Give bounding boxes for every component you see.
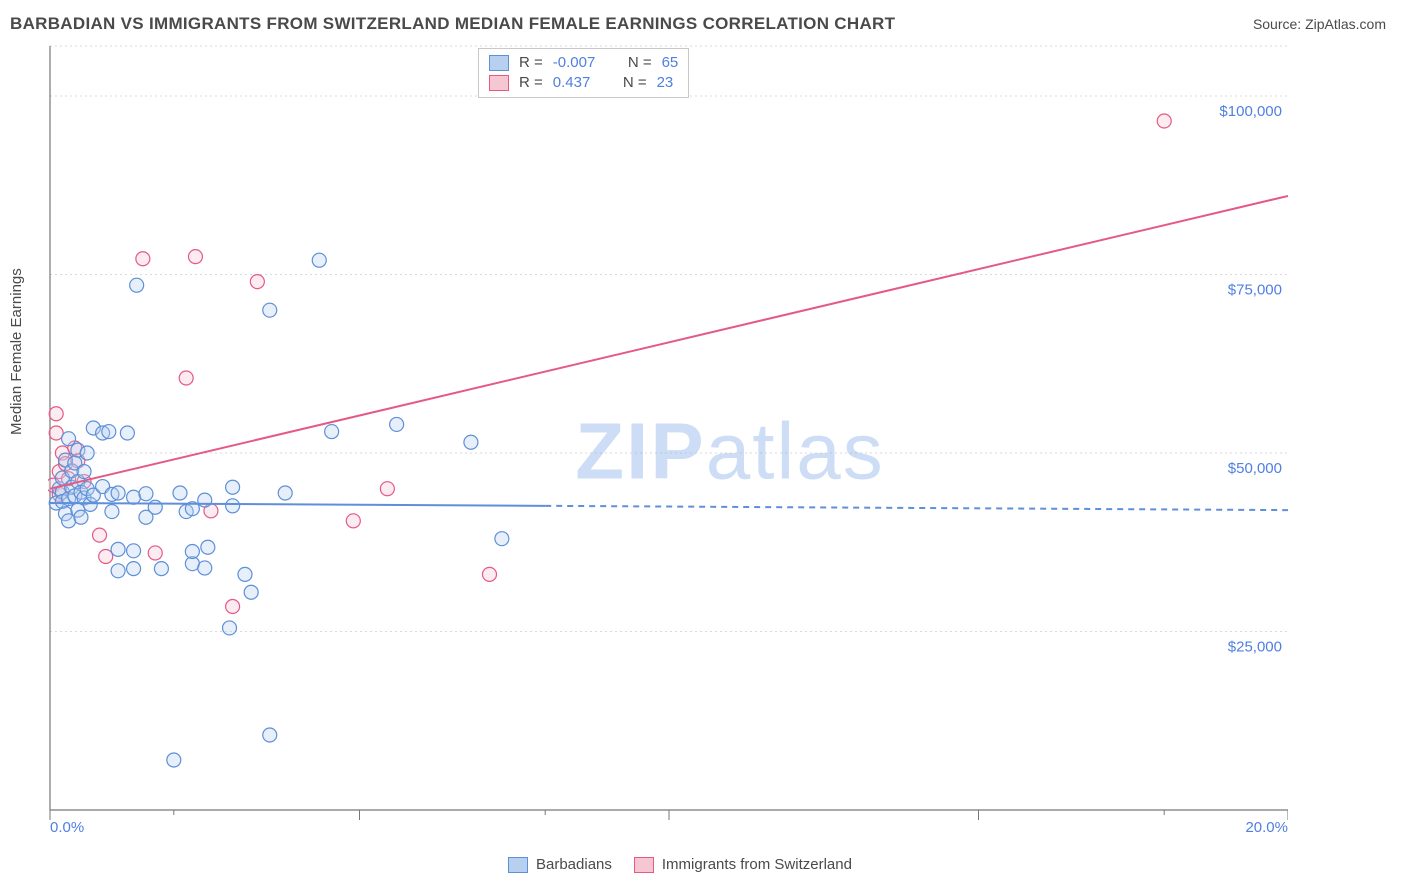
data-point [173,486,187,500]
data-point [226,480,240,494]
data-point [464,435,478,449]
series-legend-label: Immigrants from Switzerland [662,856,852,873]
data-point [226,499,240,513]
data-point [226,600,240,614]
y-tick-label: $100,000 [1219,103,1282,120]
data-point [154,562,168,576]
data-point [148,500,162,514]
data-point [278,486,292,500]
legend-n-value: 23 [657,73,674,93]
data-point [188,250,202,264]
data-point [380,482,394,496]
data-point [223,621,237,635]
trend-line-extrapolated [545,506,1288,510]
series-legend-label: Barbadians [536,856,612,873]
legend-r-label: R = [519,53,543,73]
legend-swatch [489,75,509,91]
legend-r-label: R = [519,73,543,93]
y-axis-label: Median Female Earnings [8,268,25,435]
data-point [102,425,116,439]
data-point [139,487,153,501]
watermark: ZIPatlas [575,407,884,496]
data-point [127,562,141,576]
data-point [111,542,125,556]
legend-n-value: 65 [662,53,679,73]
data-point [99,550,113,564]
data-point [495,532,509,546]
y-tick-label: $50,000 [1228,460,1282,477]
x-tick-label: 20.0% [1245,819,1288,834]
data-point [127,544,141,558]
data-point [244,585,258,599]
data-point [1157,114,1171,128]
data-point [111,486,125,500]
data-point [120,426,134,440]
data-point [198,493,212,507]
data-point [185,545,199,559]
series-legend-item: Immigrants from Switzerland [634,856,852,873]
series-legend: Barbadians Immigrants from Switzerland [508,856,852,873]
correlation-legend: R = -0.007 N = 65R = 0.437 N = 23 [478,48,689,98]
legend-swatch [508,857,528,873]
chart-title: BARBADIAN VS IMMIGRANTS FROM SWITZERLAND… [10,14,895,34]
data-point [250,275,264,289]
data-point [74,510,88,524]
trend-line [50,503,545,506]
data-point [263,303,277,317]
data-point [111,564,125,578]
data-point [179,371,193,385]
data-point [62,432,76,446]
data-point [482,567,496,581]
data-point [238,567,252,581]
legend-n-label: N = [628,53,652,73]
legend-r-value: -0.007 [553,53,596,73]
y-tick-label: $25,000 [1228,638,1282,655]
data-point [93,528,107,542]
data-point [346,514,360,528]
data-point [198,561,212,575]
data-point [77,465,91,479]
legend-row: R = -0.007 N = 65 [489,53,678,73]
data-point [263,728,277,742]
legend-row: R = 0.437 N = 23 [489,73,678,93]
scatter-plot: 0.0% 20.0% $25,000 $50,000 $75,000 $100,000 ZI… [48,44,1288,834]
data-point [136,252,150,266]
data-point [80,446,94,460]
data-point [390,417,404,431]
data-point [201,540,215,554]
y-tick-label: $75,000 [1228,281,1282,298]
data-point [167,753,181,767]
legend-swatch [634,857,654,873]
legend-n-label: N = [623,73,647,93]
data-point [148,546,162,560]
series-legend-item: Barbadians [508,856,612,873]
x-tick-label: 0.0% [50,819,84,834]
source-attribution: Source: ZipAtlas.com [1253,16,1386,32]
data-point [325,425,339,439]
data-point [105,505,119,519]
data-point [312,253,326,267]
data-point [130,278,144,292]
data-point [49,407,63,421]
legend-r-value: 0.437 [553,73,591,93]
legend-swatch [489,55,509,71]
